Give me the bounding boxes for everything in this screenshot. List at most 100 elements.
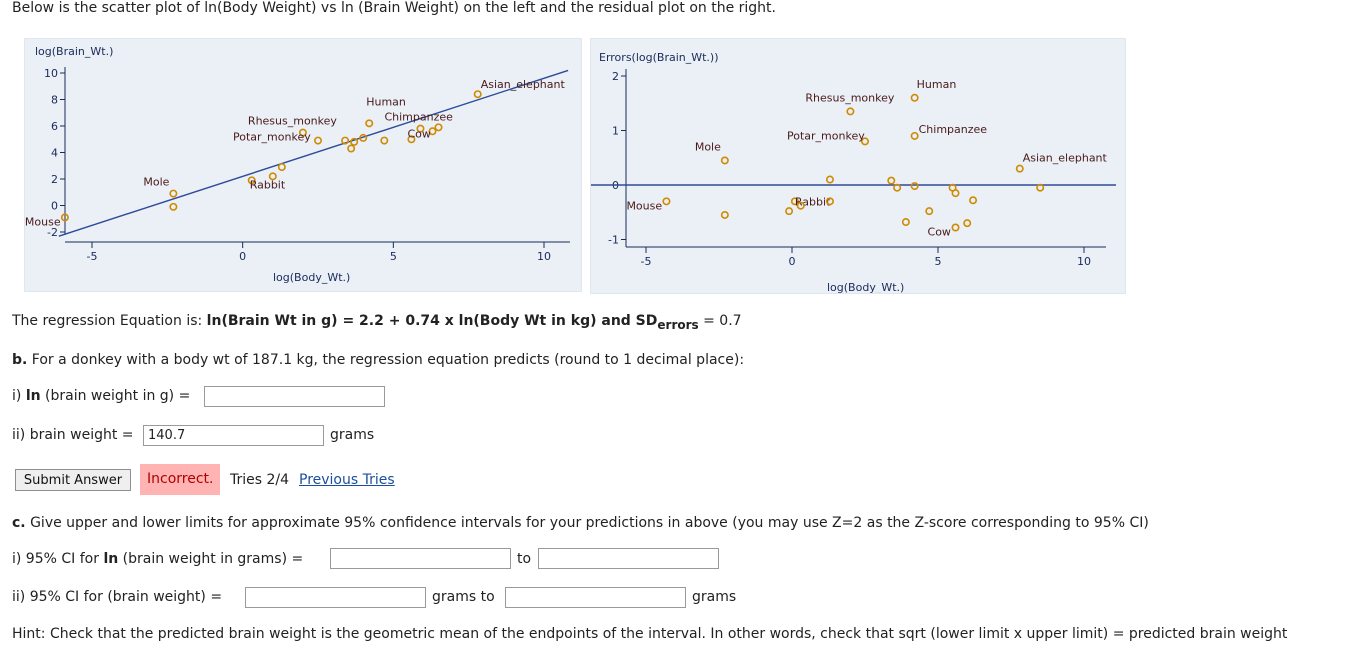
data-point	[277, 163, 286, 172]
y-tick-label: -1	[608, 234, 619, 247]
previous-tries-link[interactable]: Previous Tries	[299, 472, 395, 488]
point-label: Chimpanzee	[919, 123, 988, 136]
data-point	[825, 175, 834, 184]
part-c-q1-post: (brain weight in grams) =	[118, 551, 304, 567]
part-b-letter: b.	[12, 352, 28, 368]
data-point	[247, 176, 256, 185]
part-b-question: b. For a donkey with a body wt of 187.1 …	[12, 352, 744, 368]
y-tick-label: 2	[612, 70, 619, 83]
data-point	[951, 223, 960, 232]
part-b-q1-label: i) ln (brain weight in g) =	[12, 388, 190, 404]
data-point	[860, 137, 869, 146]
intro-text: Below is the scatter plot of ln(Body Wei…	[12, 0, 776, 16]
equation-prefix: The regression Equation is:	[12, 313, 207, 329]
part-b-q1-post: (brain weight in g) =	[40, 388, 191, 404]
data-point	[925, 207, 934, 216]
data-point	[60, 213, 69, 222]
y-tick-label: 1	[612, 125, 619, 138]
data-point	[796, 201, 805, 210]
point-label: Mouse	[25, 215, 61, 228]
point-label: Cow	[408, 127, 431, 140]
data-point	[298, 128, 307, 137]
data-point	[169, 189, 178, 198]
data-point	[901, 218, 910, 227]
data-point	[662, 197, 671, 206]
part-c-question: c. Give upper and lower limits for appro…	[12, 515, 1149, 531]
data-point	[473, 90, 482, 99]
residual-plot: Errors(log(Brain_Wt.)) log(Body_Wt.) 210…	[590, 38, 1126, 294]
tries-count: Tries 2/4	[230, 472, 290, 488]
point-label: Chimpanzee	[384, 111, 453, 124]
y-tick-label: 10	[44, 67, 58, 80]
y-tick-label: 4	[51, 147, 58, 160]
data-point	[365, 119, 374, 128]
part-c-q1-label: i) 95% CI for ln (brain weight in grams)…	[12, 551, 303, 567]
data-point	[720, 210, 729, 219]
x-tick-label: 0	[789, 255, 796, 268]
submit-answer-button[interactable]: Submit Answer	[15, 469, 131, 491]
part-c-text: Give upper and lower limits for approxim…	[25, 515, 1149, 531]
data-point	[428, 127, 437, 136]
y-tick-label: 8	[51, 94, 58, 107]
part-b-q2-unit: grams	[330, 427, 375, 443]
scatter-xlabel: log(Body_Wt.)	[273, 271, 350, 284]
data-point	[1036, 183, 1045, 192]
equation-sub: errors	[657, 317, 699, 332]
point-label: Rhesus_monkey	[248, 115, 337, 128]
point-label: Asian_elephant	[1023, 152, 1108, 165]
ci-upper-input[interactable]	[505, 587, 686, 608]
data-point	[785, 207, 794, 216]
x-tick-label: 5	[935, 255, 942, 268]
point-label: Rabbit	[250, 178, 286, 191]
ln-brain-weight-input[interactable]	[204, 386, 385, 407]
part-b-q1-pre: i)	[12, 388, 26, 404]
point-label: Potar_monkey	[233, 131, 311, 144]
point-label: Mouse	[626, 199, 662, 212]
data-point	[407, 135, 416, 144]
y-tick-label: -2	[47, 226, 58, 239]
ln-ci-upper-input[interactable]	[538, 548, 719, 569]
part-c-q1-bold: ln	[103, 551, 119, 567]
data-point	[969, 196, 978, 205]
brain-weight-input[interactable]	[143, 425, 324, 446]
ln-ci-lower-input[interactable]	[330, 548, 511, 569]
part-c-q1-pre: i) 95% CI for	[12, 551, 104, 567]
point-label: Asian_elephant	[481, 78, 566, 91]
point-label: Potar_monkey	[787, 129, 865, 142]
point-label: Cow	[928, 226, 951, 239]
scatter-svg: log(Brain_Wt.) log(Body_Wt.) 10 8 6 4 2 0 -2 -5…	[25, 45, 570, 284]
residual-svg: Errors(log(Brain_Wt.)) log(Body_Wt.) 210…	[591, 51, 1116, 293]
data-point	[169, 202, 178, 211]
x-tick-label: 10	[537, 250, 551, 263]
part-b-text: For a donkey with a body wt of 187.1 kg,…	[27, 352, 745, 368]
hint-text: Hint: Check that the predicted brain wei…	[12, 626, 1288, 642]
data-point	[720, 156, 729, 165]
residual-xlabel: log(Body_Wt.)	[827, 281, 904, 293]
data-point	[846, 107, 855, 116]
x-tick-label: 0	[239, 250, 246, 263]
equation-suffix: = 0.7	[698, 313, 742, 329]
x-tick-label: 5	[390, 250, 397, 263]
grams-to-label: grams to	[432, 589, 495, 605]
data-point	[268, 172, 277, 181]
data-point	[347, 144, 356, 153]
scatter-plot: log(Brain_Wt.) log(Body_Wt.) 10 8 6 4 2 0 -2 -5…	[24, 38, 582, 292]
data-point	[350, 137, 359, 146]
data-point	[910, 182, 919, 191]
data-point	[790, 197, 799, 206]
regression-equation: The regression Equation is: ln(Brain Wt …	[12, 313, 742, 332]
data-point	[963, 219, 972, 228]
part-b-q2-label: ii) brain weight =	[12, 427, 134, 443]
data-point	[416, 124, 425, 133]
point-label: Mole	[695, 140, 721, 153]
data-point	[910, 131, 919, 140]
data-point	[434, 123, 443, 132]
data-point	[910, 93, 919, 102]
y-tick-label: 2	[51, 173, 58, 186]
data-point	[825, 197, 834, 206]
point-label: Mole	[143, 176, 169, 189]
ci-lower-input[interactable]	[245, 587, 426, 608]
grams-label: grams	[692, 589, 737, 605]
part-c-q2-label: ii) 95% CI for (brain weight) =	[12, 589, 223, 605]
data-point	[951, 189, 960, 198]
